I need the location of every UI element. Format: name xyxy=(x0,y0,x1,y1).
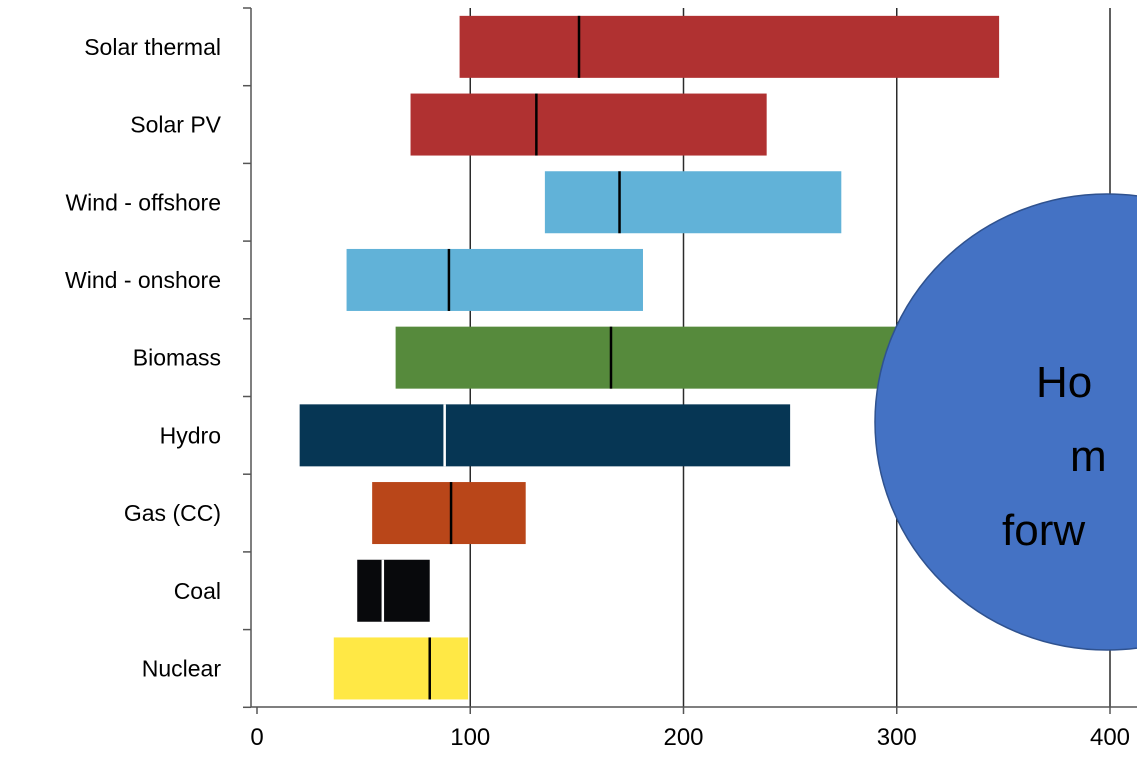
callout-ellipse xyxy=(874,193,1137,651)
x-tick-label: 300 xyxy=(877,724,917,751)
callout-line-2: m xyxy=(1070,432,1107,481)
category-label: Coal xyxy=(174,578,221,604)
x-tick-label: 200 xyxy=(663,724,703,751)
range-bar xyxy=(357,559,430,622)
x-tick-labels: 0 100 200 300 400 xyxy=(250,724,1130,751)
category-labels: Solar thermal Solar PV Wind - offshore Wind… xyxy=(65,34,222,682)
category-label: Nuclear xyxy=(142,655,222,681)
category-label: Biomass xyxy=(133,345,221,371)
range-bars xyxy=(299,15,1000,700)
range-bar xyxy=(459,15,1000,78)
median-markers xyxy=(381,15,621,700)
range-bar xyxy=(410,93,767,156)
range-bar xyxy=(544,171,842,234)
range-bar xyxy=(333,637,469,700)
category-label: Wind - onshore xyxy=(65,267,221,293)
category-label: Gas (CC) xyxy=(124,500,221,526)
x-tick-label: 0 xyxy=(250,724,263,751)
x-tick-label: 400 xyxy=(1090,724,1130,751)
axes xyxy=(243,7,1137,714)
category-label: Wind - offshore xyxy=(65,189,221,215)
callout-line-1: Ho xyxy=(1036,358,1092,407)
callout-line-3: forw xyxy=(1002,506,1085,555)
range-bar xyxy=(395,326,929,389)
category-label: Solar thermal xyxy=(84,34,221,60)
category-label: Hydro xyxy=(160,422,221,448)
range-bar xyxy=(346,248,643,311)
range-bar xyxy=(372,482,526,545)
x-tick-label: 100 xyxy=(450,724,490,751)
callout-bubble: Ho m forw xyxy=(874,193,1137,651)
range-bar xyxy=(299,404,791,467)
category-label: Solar PV xyxy=(130,112,221,138)
